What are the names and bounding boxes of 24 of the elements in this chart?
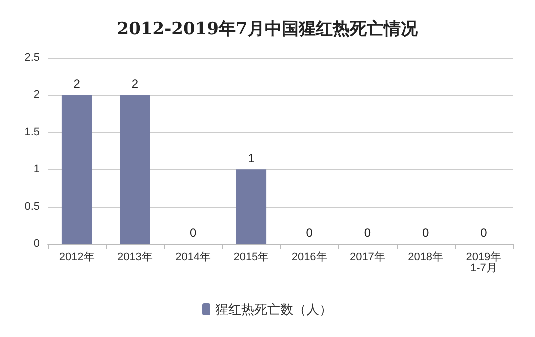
x-tick-label: 2014年 xyxy=(176,252,212,264)
x-tick-label: 2012年 xyxy=(59,252,95,264)
data-label: 0 xyxy=(306,226,314,240)
data-label: 1 xyxy=(248,152,256,166)
x-tick-label: 2013年 xyxy=(117,252,153,264)
y-tick-label: 0.5 xyxy=(24,200,40,213)
x-tick-label: 2019年 1-7月 xyxy=(466,252,502,274)
x-tick-label: 2015年 xyxy=(234,252,270,264)
y-tick-label: 2.5 xyxy=(24,52,40,64)
data-label: 2 xyxy=(74,77,81,92)
y-tick-label: 2 xyxy=(34,89,40,102)
legend-label: 猩红热死亡数（人） xyxy=(216,302,332,317)
x-tick-label: 2018年 xyxy=(408,252,444,264)
data-label: 0 xyxy=(480,226,488,240)
data-label: 0 xyxy=(190,226,197,240)
y-tick-label: 1.5 xyxy=(24,126,40,138)
x-tick-label: 2016年 xyxy=(292,252,328,264)
y-tick-label: 0 xyxy=(34,238,40,250)
data-label: 0 xyxy=(422,226,430,240)
data-label: 2 xyxy=(132,77,139,92)
y-tick-label: 1 xyxy=(34,164,40,176)
x-tick-label: 2017年 xyxy=(350,252,386,264)
chart-title: 2012-2019年7月中国猩红热死亡情况 xyxy=(117,20,419,40)
data-label: 0 xyxy=(364,226,372,240)
